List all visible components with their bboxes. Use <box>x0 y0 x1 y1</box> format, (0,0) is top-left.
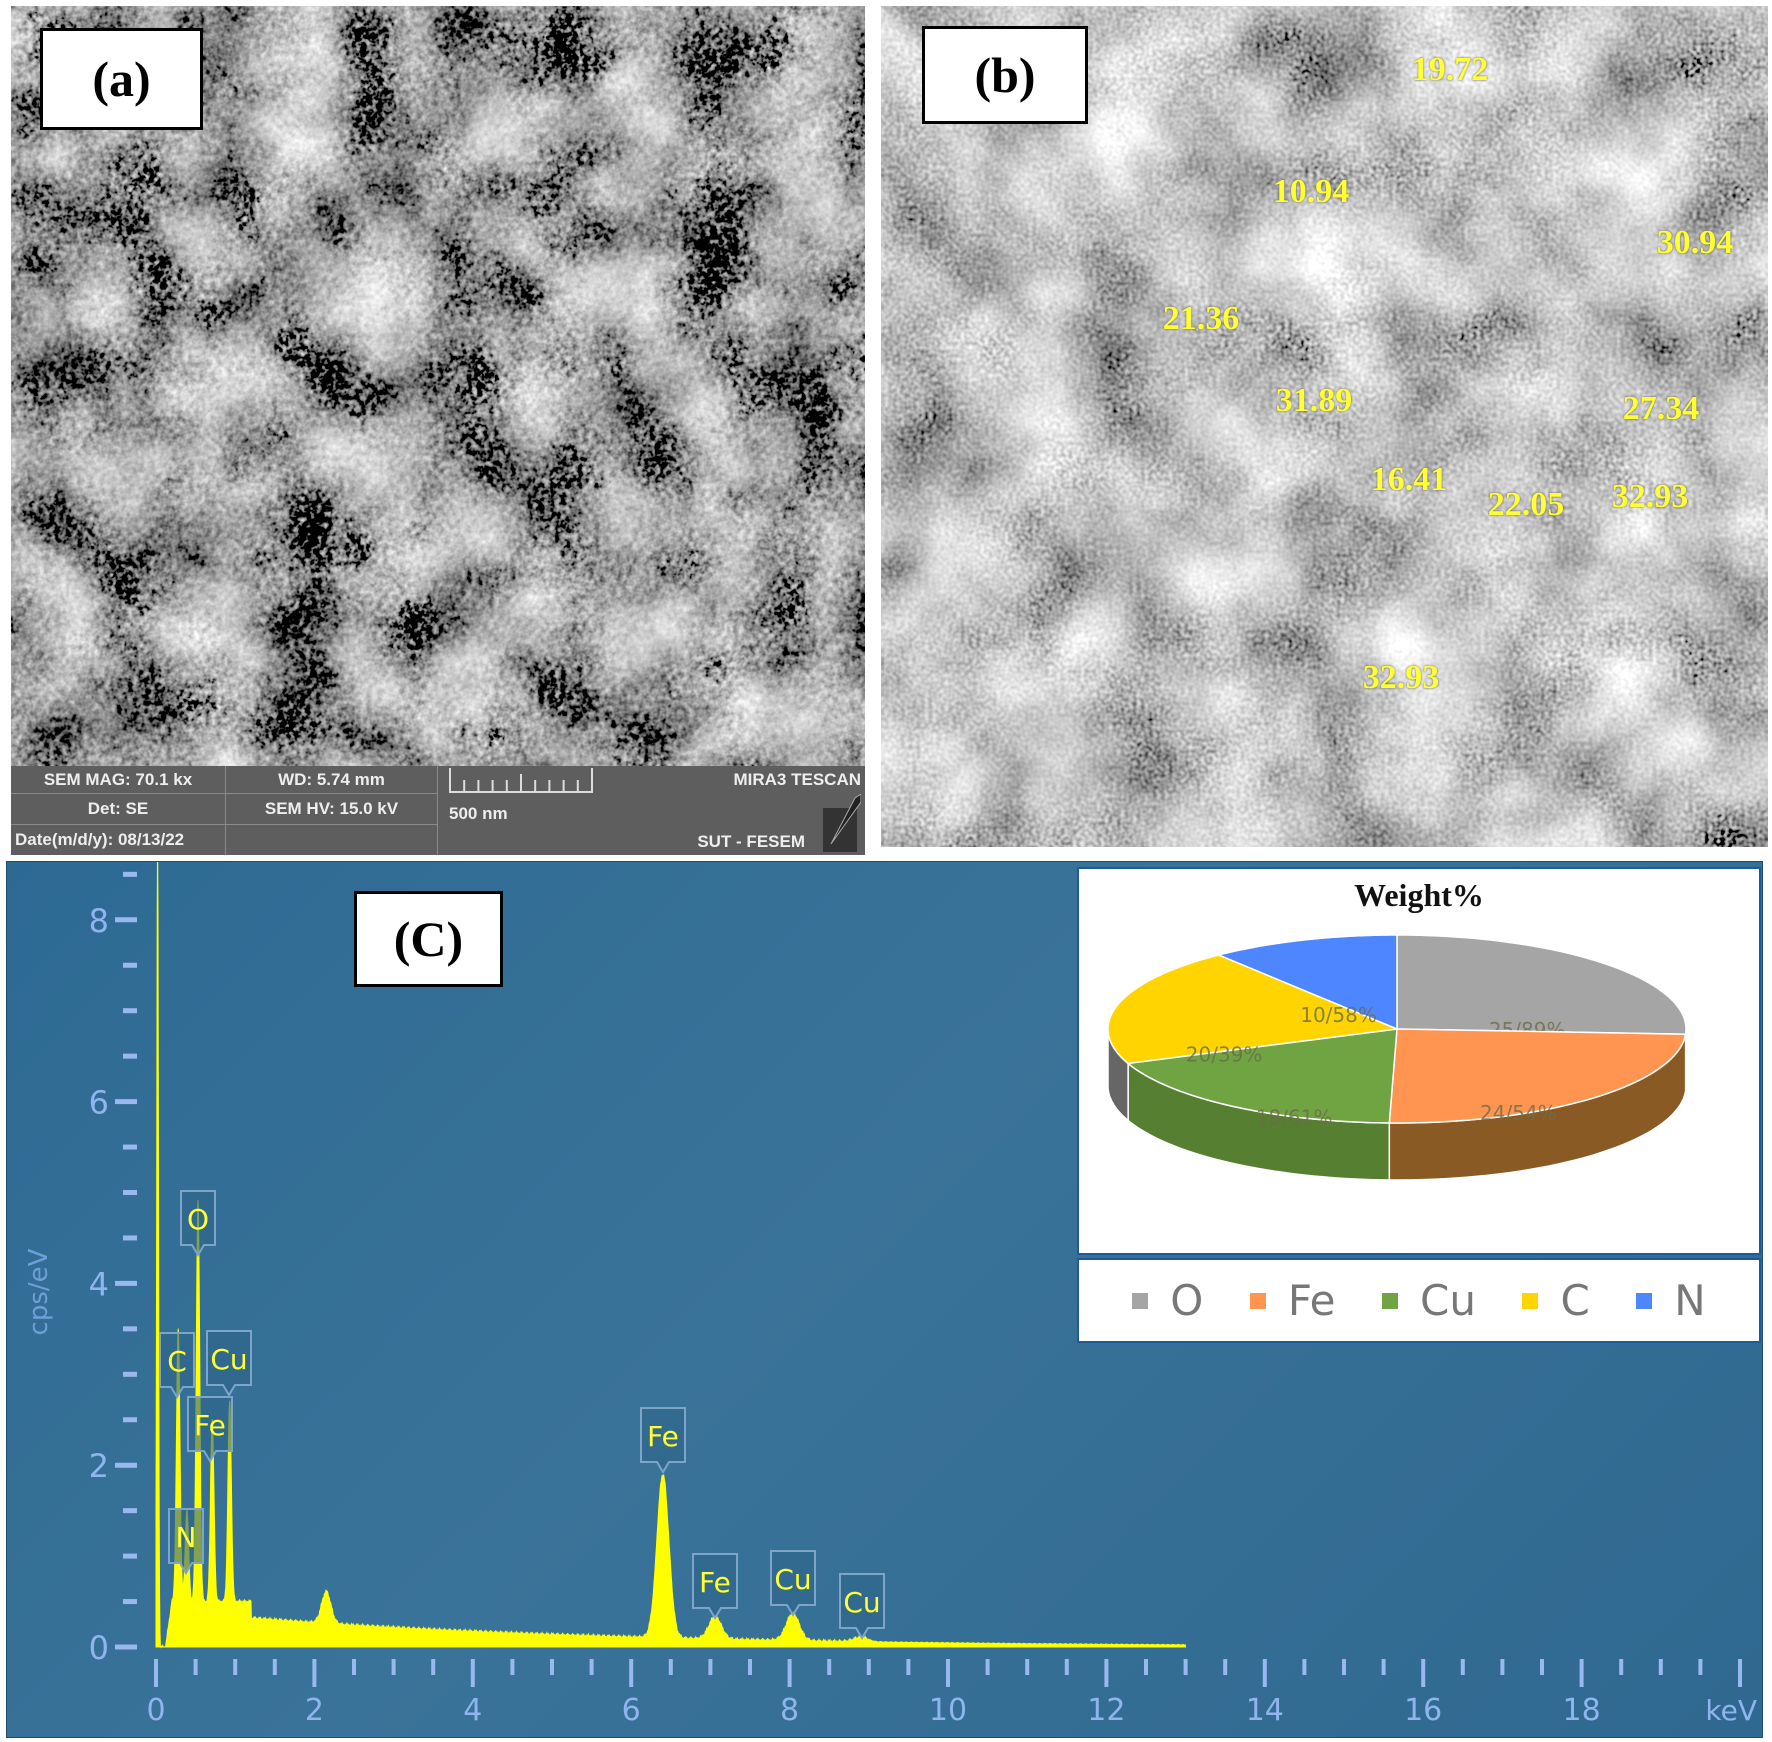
legend-item-n: N <box>1636 1276 1706 1325</box>
svg-text:Fe: Fe <box>194 1409 226 1442</box>
particle-size-label: 32.93 <box>1611 478 1689 515</box>
pie-title: Weight% <box>1354 877 1484 913</box>
pie-data-label: 20/39% <box>1186 1043 1263 1067</box>
particle-size-label: 19.72 <box>1411 51 1489 88</box>
legend-item-c: C <box>1522 1276 1590 1325</box>
sem-empty-cell <box>226 825 438 855</box>
x-tick-label: 8 <box>780 1693 799 1728</box>
sem-info-bar: SEM MAG: 70.1 kx WD: 5.74 mm Det: SE SEM… <box>11 766 865 855</box>
peak-label-cu: Cu <box>206 1330 252 1397</box>
svg-text:Fe: Fe <box>699 1566 731 1599</box>
y-tick-label: 4 <box>89 1265 109 1303</box>
edx-spectrum-line <box>155 862 1187 1649</box>
peak-label-cu: Cu <box>839 1573 885 1640</box>
pie-data-label: 18/61% <box>1256 1106 1333 1130</box>
legend-item-cu: Cu <box>1382 1276 1476 1325</box>
pie-data-label: 10/58% <box>1300 1003 1377 1027</box>
legend-label: Fe <box>1287 1276 1336 1325</box>
legend-swatch <box>1636 1292 1653 1309</box>
sem-image-panel-a: (a) SEM MAG: 70.1 kx WD: 5.74 mm Det: SE… <box>11 6 865 855</box>
particle-size-label: 32.93 <box>1362 659 1440 696</box>
x-tick-label: 14 <box>1246 1693 1284 1728</box>
peak-label-cu: Cu <box>770 1550 816 1617</box>
particle-size-label: 22.05 <box>1487 486 1565 523</box>
edx-spectrum-panel: 0 2 4 6 8 0 2 4 6 8 10 12 14 16 18 C N O Fe Cu Fe Fe Cu Cu cps… <box>6 861 1763 1738</box>
legend-swatch <box>1249 1292 1266 1309</box>
particle-size-label: 10.94 <box>1272 173 1350 210</box>
svg-text:C: C <box>167 1345 187 1378</box>
peak-label-c: C <box>159 1332 195 1399</box>
particle-size-label: 27.34 <box>1622 390 1700 427</box>
pie-slice-c <box>1107 954 1400 1065</box>
sem-wd: WD: 5.74 mm <box>226 766 438 794</box>
legend-label: N <box>1674 1276 1706 1325</box>
tescan-logo-icon <box>823 794 861 852</box>
sem-hv: SEM HV: 15.0 kV <box>226 794 438 825</box>
svg-text:Cu: Cu <box>843 1586 880 1619</box>
sem-mag: SEM MAG: 70.1 kx <box>11 766 226 794</box>
y-axis-label: cps/eV <box>24 1248 54 1335</box>
peak-label-n: N <box>168 1508 204 1575</box>
legend-swatch <box>1382 1292 1399 1309</box>
peak-label-fe: Fe <box>692 1553 738 1620</box>
legend-swatch <box>1132 1292 1149 1309</box>
panel-label-a: (a) <box>40 28 203 130</box>
sem-image-panel-b: (b) 19.72 10.94 30.94 21.36 31.89 27.34 16.41 2… <box>881 6 1768 847</box>
x-tick-label: 4 <box>463 1693 482 1728</box>
panel-label-b: (b) <box>922 26 1088 124</box>
x-tick-label: 6 <box>622 1693 641 1728</box>
y-tick-label: 8 <box>89 902 109 940</box>
legend-label: Cu <box>1420 1276 1476 1325</box>
x-tick-label: 18 <box>1563 1693 1601 1728</box>
svg-text:Cu: Cu <box>774 1563 811 1596</box>
x-tick-label: 2 <box>305 1693 324 1728</box>
sem-micrograph-a <box>11 6 865 766</box>
pie-slice-cu <box>1126 1028 1398 1124</box>
edx-spectrum-chart: 0 2 4 6 8 0 2 4 6 8 10 12 14 16 18 C N O Fe Cu Fe Fe Cu Cu cps… <box>24 862 1757 1728</box>
legend-swatch <box>1522 1292 1539 1309</box>
y-tick-label: 2 <box>89 1447 109 1485</box>
y-tick-label: 6 <box>89 1084 109 1122</box>
sem-detector: Det: SE <box>11 794 226 825</box>
svg-text:N: N <box>176 1521 197 1554</box>
x-tick-label: 12 <box>1087 1693 1125 1728</box>
lab-name: SUT - FESEM <box>697 832 805 851</box>
scale-bar <box>449 768 593 793</box>
svg-text:Cu: Cu <box>210 1343 247 1376</box>
weight-pie-chart: Weight% 25/89% 24/54% 18/61% 20/39% 10/58% <box>1077 867 1761 1255</box>
peak-label-fe: Fe <box>640 1407 686 1474</box>
peak-label-o: O <box>180 1190 216 1257</box>
panel-label-c: (C) <box>354 891 503 987</box>
svg-text:O: O <box>187 1203 209 1236</box>
x-tick-label: 0 <box>146 1693 165 1728</box>
particle-size-label: 16.41 <box>1370 461 1448 498</box>
y-tick-label: 0 <box>89 1629 109 1667</box>
legend-label: O <box>1170 1276 1204 1325</box>
legend-label: C <box>1560 1276 1590 1325</box>
pie-slice-fe <box>1388 1028 1687 1124</box>
pie-data-label: 24/54% <box>1480 1101 1557 1125</box>
pie-slice-o <box>1396 934 1687 1035</box>
instrument-name: MIRA3 TESCAN <box>733 770 861 789</box>
peak-label-fe: Fe <box>187 1396 233 1463</box>
legend-item-fe: Fe <box>1249 1276 1336 1325</box>
particle-size-label: 31.89 <box>1275 382 1353 419</box>
svg-text:Fe: Fe <box>647 1420 679 1453</box>
x-axis-label: keV <box>1705 1694 1757 1727</box>
scale-bar-label: 500 nm <box>449 804 508 823</box>
sem-date: Date(m/d/y): 08/13/22 <box>11 825 226 855</box>
x-tick-label: 10 <box>929 1693 967 1728</box>
legend-item-o: O <box>1132 1276 1203 1325</box>
pie-legend: O Fe Cu C N <box>1077 1258 1761 1343</box>
sem-micrograph-b <box>881 6 1768 847</box>
particle-size-label: 30.94 <box>1656 224 1734 261</box>
x-tick-label: 16 <box>1404 1693 1442 1728</box>
particle-size-label: 21.36 <box>1162 300 1240 337</box>
pie-slice-n <box>1216 934 1398 1031</box>
